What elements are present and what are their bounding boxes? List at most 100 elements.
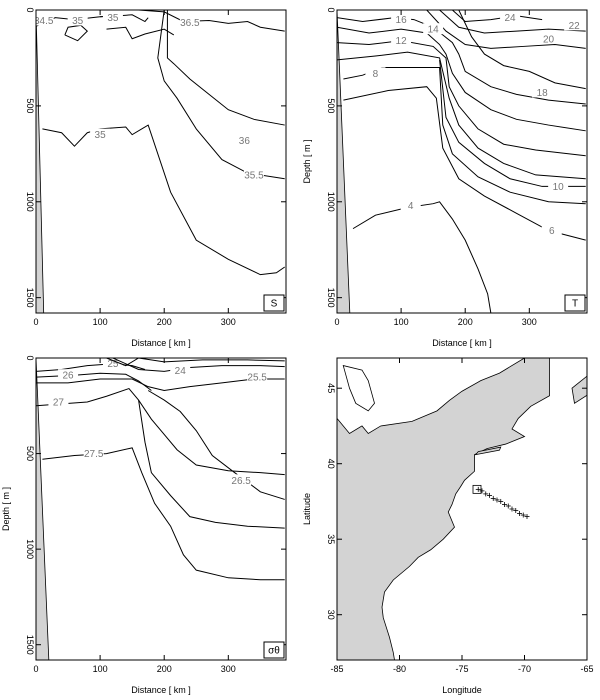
- x-tick-label: 0: [33, 317, 38, 327]
- contour-line-2: [426, 10, 586, 49]
- contour-line-0: [452, 10, 543, 23]
- x-tick-label: 200: [157, 664, 172, 674]
- contour-label-bg: [548, 180, 569, 192]
- y-tick-label: 1500: [25, 288, 35, 308]
- contour-line-6: [157, 10, 285, 180]
- contour-label-bg: [538, 32, 559, 44]
- panel-temperature: 24 22 20 16 14 12 18 10 8 6 4 0 100 200 300 0 500 1000 150…: [302, 7, 588, 348]
- contour-line-4: [36, 378, 285, 392]
- contour-line-0: [36, 363, 146, 372]
- x-tick-label: -65: [580, 664, 593, 674]
- plot-frame: [336, 9, 588, 314]
- x-tick-label: -85: [330, 664, 343, 674]
- contour-label: 25: [107, 359, 119, 370]
- plot-area: 34.5 35 35 36.5 36 35.5 35: [34, 10, 286, 313]
- long-island: [474, 446, 502, 456]
- contour-label-bg: [179, 16, 200, 28]
- contour-label: 24: [505, 13, 517, 24]
- y-tick-label: 500: [25, 446, 35, 461]
- contour-label: 10: [553, 182, 565, 193]
- plot-area: 25 26 24 25.5 27 26.5 27.5: [36, 358, 285, 660]
- contour-label: 27.5: [84, 449, 104, 460]
- contour-label: 35: [72, 16, 84, 27]
- contour-label: 35: [107, 13, 119, 24]
- y-tick-label: 30: [326, 610, 336, 620]
- x-tick-label: 100: [93, 664, 108, 674]
- contour-line-3: [337, 17, 586, 105]
- y-tick-label: 45: [326, 383, 336, 393]
- contour-line-1: [36, 372, 152, 391]
- x-tick-label: 0: [33, 664, 38, 674]
- x-axis-label: Distance [ km ]: [432, 338, 492, 348]
- x-axis-label: Distance [ km ]: [131, 685, 191, 695]
- contour-line-7: [42, 124, 286, 276]
- x-tick-label: 100: [93, 317, 108, 327]
- first-station-box: [472, 484, 482, 494]
- x-axis-label: Longitude: [442, 685, 482, 695]
- panel-tag-box: [263, 294, 285, 312]
- contour-label: 18: [537, 88, 549, 99]
- contour-line-4: [106, 26, 175, 40]
- contour-line-11: [352, 201, 492, 313]
- y-tick-label: 0: [25, 7, 35, 12]
- plot-frame: [35, 357, 287, 661]
- x-axis-label: Distance [ km ]: [131, 338, 191, 348]
- contour-line-4: [337, 26, 586, 132]
- contour-line-7: [138, 399, 285, 529]
- contour-label: 16: [396, 15, 408, 26]
- contour-label: 4: [408, 201, 414, 212]
- x-tick-label: 300: [221, 317, 236, 327]
- contour-label-bg: [231, 474, 252, 486]
- y-tick-label: 1500: [25, 635, 35, 655]
- contour-label: 8: [373, 69, 379, 80]
- panel-tag-box: [564, 294, 586, 312]
- x-tick-label: 200: [157, 317, 172, 327]
- contour-label-bg: [391, 13, 412, 25]
- contour-line-5: [337, 40, 586, 157]
- x-tick-label: -80: [393, 664, 406, 674]
- panel-tag: T: [572, 299, 578, 310]
- panel-tag: σθ: [268, 646, 280, 657]
- y-tick-label: 1000: [25, 192, 35, 212]
- contour-label-bg: [564, 19, 585, 31]
- x-tick-label: 300: [221, 664, 236, 674]
- y-tick-label: 1000: [25, 539, 35, 559]
- panel-salinity: 34.5 35 35 36.5 36 35.5 35 0 100 200 300 0 500 1000 15…: [25, 7, 287, 348]
- contour-label-bg: [48, 395, 69, 407]
- contour-line-5: [166, 10, 285, 126]
- contour-label: 34.5: [34, 16, 54, 27]
- contour-line-6: [458, 10, 586, 90]
- contour-label-bg: [102, 11, 123, 23]
- contour-label-bg: [36, 14, 54, 26]
- contour-label-bg: [234, 134, 255, 146]
- contour-label: 36.5: [180, 18, 200, 29]
- panel-tag-box: [263, 641, 285, 659]
- x-tick-label: -75: [455, 664, 468, 674]
- contour-label: 12: [396, 36, 408, 47]
- contour-label-bg: [90, 128, 111, 140]
- contour-label-bg: [423, 23, 444, 35]
- contour-label: 36: [239, 136, 251, 147]
- contour-line-10: [343, 86, 586, 241]
- contour-label-bg: [58, 369, 79, 381]
- contour-label-bg: [541, 224, 562, 236]
- contour-label: 26.5: [231, 476, 251, 487]
- contour-label-bg: [500, 11, 521, 23]
- contour-label: 14: [428, 25, 440, 36]
- x-tick-label: 200: [458, 317, 473, 327]
- y-axis-label: Depth [ m ]: [302, 139, 312, 183]
- seafloor-shape: [337, 10, 351, 313]
- contour-line-1: [439, 10, 586, 34]
- contour-label-bg: [170, 364, 191, 376]
- y-tick-label: 1500: [326, 288, 336, 308]
- seafloor-shape: [36, 10, 45, 313]
- x-tick-label: 100: [394, 317, 409, 327]
- y-tick-label: 35: [326, 534, 336, 544]
- contour-line-6: [147, 390, 285, 500]
- contour-label-bg: [365, 67, 386, 79]
- contour-line-8: [439, 59, 586, 187]
- contour-label: 35: [95, 130, 107, 141]
- great-lake: [342, 365, 375, 412]
